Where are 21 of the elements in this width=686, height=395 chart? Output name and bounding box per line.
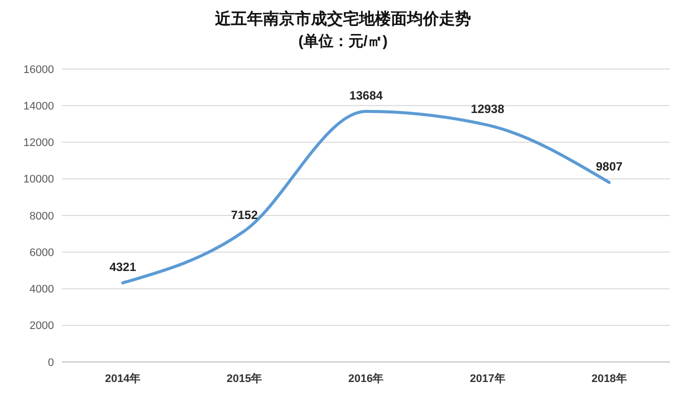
y-tick-label: 4000 <box>30 284 54 296</box>
y-tick-label: 6000 <box>30 246 54 259</box>
x-tick-label: 2017年 <box>470 372 506 385</box>
y-tick-label: 12000 <box>23 137 54 150</box>
x-tick-label: 2016年 <box>348 372 384 385</box>
x-tick-label: 2015年 <box>226 372 262 385</box>
data-label: 12938 <box>470 102 505 116</box>
y-tick-label: 0 <box>48 356 54 369</box>
x-tick-label: 2018年 <box>591 372 627 385</box>
chart-title: 近五年南京市成交宅地楼面均价走势 <box>214 9 471 28</box>
y-tick-label: 10000 <box>23 174 54 186</box>
x-tick-label: 2014年 <box>105 372 141 385</box>
chart-subtitle: (单位：元/㎡) <box>298 33 388 50</box>
y-tick-label: 14000 <box>23 100 54 112</box>
y-tick-label: 2000 <box>30 320 54 332</box>
data-label: 13684 <box>349 88 384 102</box>
data-label: 9807 <box>596 159 623 174</box>
data-label: 7152 <box>231 208 258 222</box>
data-label: 4321 <box>109 260 136 274</box>
y-tick-label: 16000 <box>23 64 54 76</box>
y-tick-label: 8000 <box>30 210 54 222</box>
